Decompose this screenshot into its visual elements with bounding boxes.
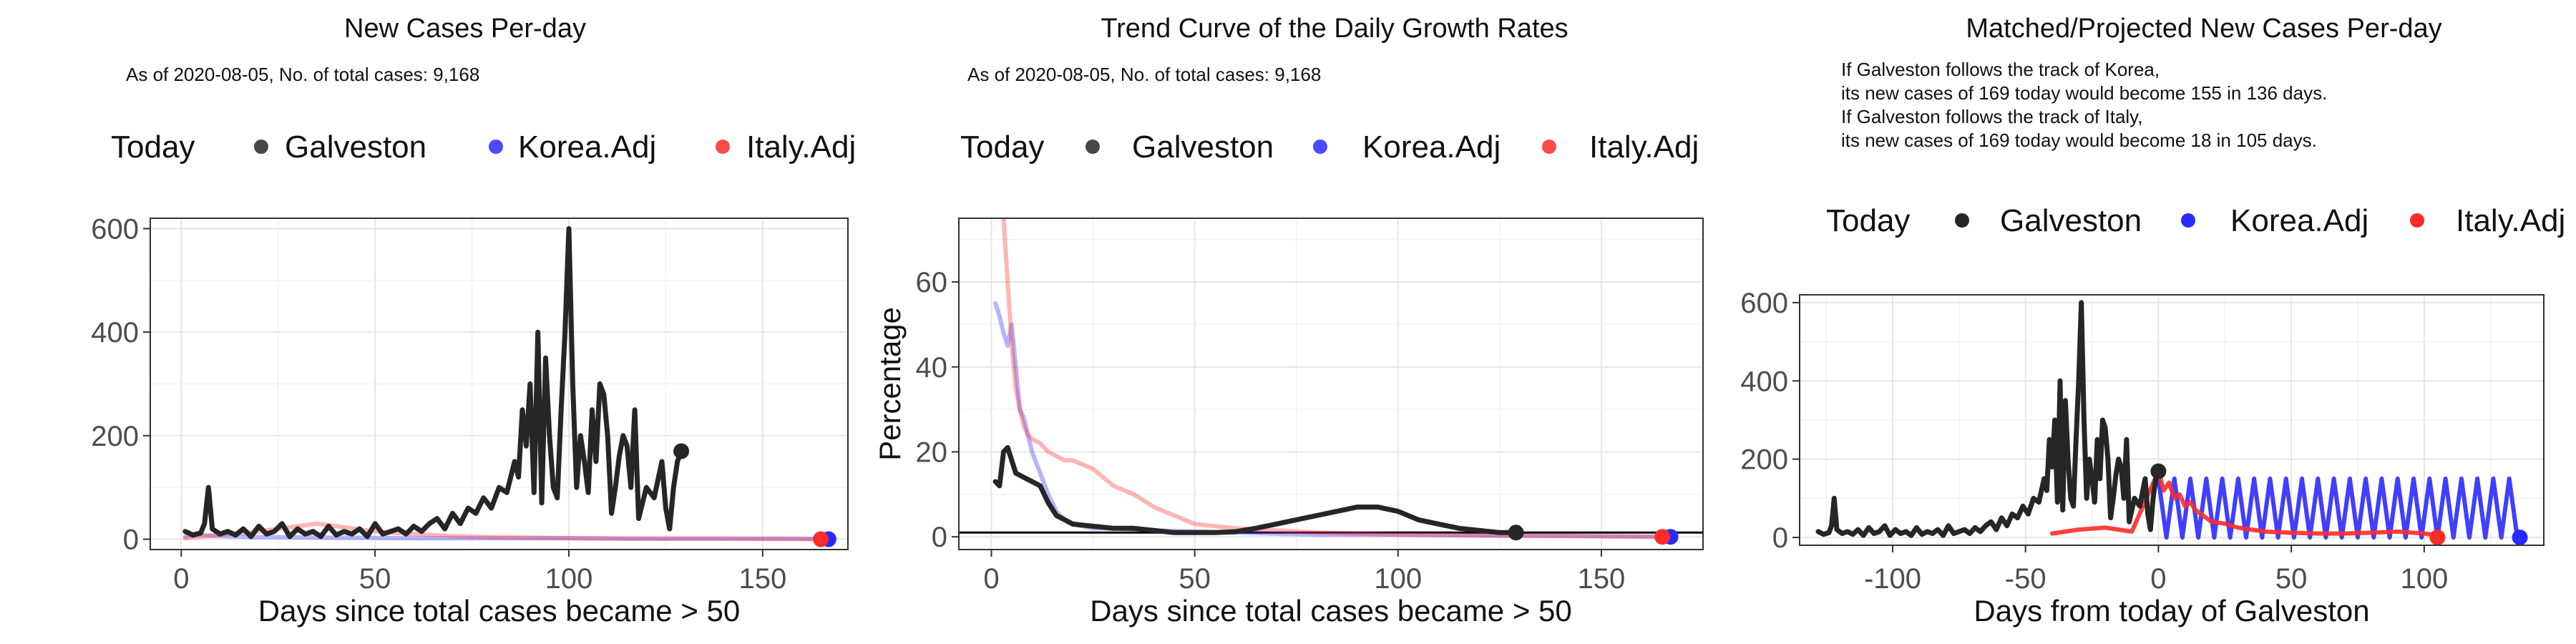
legend-label-italy-adj: Italy.Adj xyxy=(746,130,856,165)
today-marker-italy-adj xyxy=(2429,530,2446,546)
chart-subtitle: If Galveston follows the track of Italy, xyxy=(1841,106,2142,127)
legend: Today Galveston Korea.Adj Italy.Adj xyxy=(111,130,856,165)
chart-title: New Cases Per-day xyxy=(344,14,586,44)
y-tick-label: 0 xyxy=(1772,522,1788,554)
legend-dot-korea-adj xyxy=(489,140,503,154)
y-tick-label: 600 xyxy=(1740,288,1788,319)
chart-subtitle: As of 2020-08-05, No. of total cases: 9,… xyxy=(126,64,479,85)
y-tick-label: 20 xyxy=(916,436,948,468)
legend-dot-galveston xyxy=(254,140,268,154)
y-tick-label: 40 xyxy=(916,352,948,384)
x-axis-title: Days since total cases became > 50 xyxy=(1090,594,1572,628)
legend-label-galveston: Galveston xyxy=(285,130,426,165)
x-tick-label: 100 xyxy=(2400,563,2448,595)
y-tick-label: 600 xyxy=(91,213,139,245)
x-tick-label: 150 xyxy=(738,563,786,595)
legend-label-korea-adj: Korea.Adj xyxy=(1362,130,1501,165)
today-marker-italy-adj xyxy=(813,531,829,547)
legend: Today Galveston Korea.Adj Italy.Adj xyxy=(960,130,1699,165)
legend-dot-italy-adj xyxy=(1542,140,1556,154)
y-tick-label: 0 xyxy=(123,525,139,556)
legend-title: Today xyxy=(1826,203,1910,238)
series-line-korea-adj xyxy=(2156,477,2519,540)
x-tick-label: 150 xyxy=(1578,563,1626,595)
legend-dot-italy-adj xyxy=(2410,213,2424,228)
chart-subtitle: its new cases of 169 today would become … xyxy=(1841,130,2317,151)
chart-panel-1: New Cases Per-day As of 2020-08-05, No. o… xyxy=(91,14,856,628)
x-tick-label: 0 xyxy=(983,563,999,595)
x-tick-label: -100 xyxy=(1864,563,1921,595)
legend: Today Galveston Korea.Adj Italy.Adj xyxy=(1826,203,2565,238)
series-line-korea-adj xyxy=(182,532,831,542)
legend-dot-galveston xyxy=(1085,140,1100,154)
x-tick-label: 0 xyxy=(2150,563,2166,595)
legend-dot-italy-adj xyxy=(716,140,730,154)
series-line-korea-adj xyxy=(993,301,1673,540)
chart-subtitle: If Galveston follows the track of Korea, xyxy=(1841,59,2160,80)
legend-label-italy-adj: Italy.Adj xyxy=(2456,203,2565,238)
x-axis-title: Days since total cases became > 50 xyxy=(258,594,741,628)
legend-dot-korea-adj xyxy=(1313,140,1327,154)
legend-label-galveston: Galveston xyxy=(2000,203,2142,238)
chart-panel-3: Matched/Projected New Cases Per-day If Ga… xyxy=(1740,14,2565,628)
legend-label-korea-adj: Korea.Adj xyxy=(518,130,656,165)
legend-label-galveston: Galveston xyxy=(1132,130,1274,165)
series-line-galveston xyxy=(992,445,1519,535)
chart-subtitle: As of 2020-08-05, No. of total cases: 9,… xyxy=(967,64,1321,85)
today-marker-galveston xyxy=(673,443,690,459)
legend-title: Today xyxy=(111,130,195,165)
today-marker-italy-adj xyxy=(1654,529,1671,545)
grid xyxy=(150,218,848,550)
series-line-galveston xyxy=(1815,300,2161,538)
y-tick-label: 400 xyxy=(91,317,139,348)
y-tick-label: 200 xyxy=(91,421,139,452)
today-marker-korea-adj xyxy=(2512,530,2528,546)
y-tick-label: 200 xyxy=(1740,444,1788,476)
x-tick-label: 0 xyxy=(173,563,189,595)
series-line-italy-adj xyxy=(1001,218,1665,540)
y-tick-label: 400 xyxy=(1740,366,1788,397)
x-axis-title: Days from today of Galveston xyxy=(1974,594,2369,628)
legend-label-korea-adj: Korea.Adj xyxy=(2230,203,2368,238)
x-tick-label: 100 xyxy=(1374,563,1422,595)
legend-dot-galveston xyxy=(1955,213,1969,228)
chart-panel-2: Trend Curve of the Daily Growth Rates As … xyxy=(873,14,1704,628)
chart-title: Matched/Projected New Cases Per-day xyxy=(1966,14,2441,44)
legend-label-italy-adj: Italy.Adj xyxy=(1589,130,1699,165)
x-tick-label: 50 xyxy=(1179,563,1211,595)
y-axis-title: Percentage xyxy=(873,307,907,461)
series-group xyxy=(182,226,831,542)
grid xyxy=(959,218,1704,550)
chart-subtitle: its new cases of 169 today would become … xyxy=(1841,82,2327,104)
series-group xyxy=(992,218,1673,540)
legend-dot-korea-adj xyxy=(2181,213,2195,228)
x-tick-label: 50 xyxy=(359,563,391,595)
today-marker-galveston xyxy=(1508,525,1524,541)
y-tick-label: 60 xyxy=(916,267,948,298)
panel-border xyxy=(150,218,849,550)
x-tick-label: 50 xyxy=(2275,563,2308,595)
x-tick-label: -50 xyxy=(2005,563,2046,595)
panel-border xyxy=(958,218,1704,550)
panel-border xyxy=(1799,294,2545,546)
chart-title: Trend Curve of the Daily Growth Rates xyxy=(1101,14,1568,44)
today-marker-galveston xyxy=(2150,463,2167,479)
x-tick-label: 100 xyxy=(545,563,593,595)
y-tick-label: 0 xyxy=(932,522,947,553)
legend-title: Today xyxy=(960,130,1044,165)
series-line-galveston xyxy=(182,226,684,540)
